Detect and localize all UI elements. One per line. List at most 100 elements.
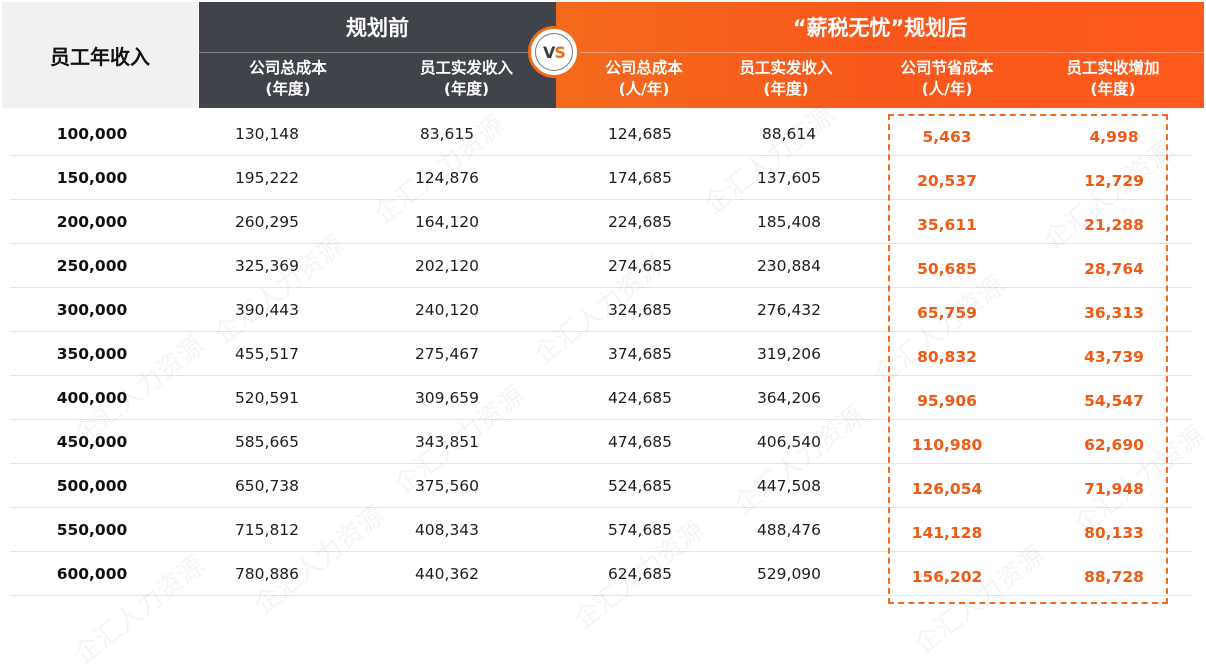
company-savings-cell: 35,611 (917, 216, 977, 234)
after-total-cost-cell: 474,685 (607, 433, 673, 451)
before-total-cost-cell: 195,222 (234, 169, 300, 187)
employee-increase-cell: 62,690 (1084, 436, 1144, 454)
after-total-cost-cell: 174,685 (607, 169, 673, 187)
before-total-cost-cell: 455,517 (234, 345, 300, 363)
after-net-income-cell: 529,090 (756, 565, 822, 583)
header-unit: (年度) (443, 80, 490, 98)
before-total-cost-cell: 130,148 (234, 125, 300, 143)
after-net-income-cell: 447,508 (756, 477, 822, 495)
before-net-income-cell: 440,362 (414, 565, 480, 583)
after-total-cost-cell: 324,685 (607, 301, 673, 319)
company-savings-header: 公司节省成本 (人/年) (879, 55, 1015, 103)
employee-annual-income-cell: 550,000 (56, 521, 128, 539)
employee-annual-income-cell: 250,000 (56, 257, 128, 275)
company-savings-cell: 65,759 (917, 304, 977, 322)
after-net-income-cell: 185,408 (756, 213, 822, 231)
before-net-income-cell: 343,851 (414, 433, 480, 451)
employee-increase-cell: 28,764 (1084, 260, 1144, 278)
employee-increase-cell: 12,729 (1084, 172, 1144, 190)
company-savings-cell: 126,054 (911, 480, 983, 498)
company-savings-cell: 50,685 (917, 260, 977, 278)
header-unit: (年度) (763, 80, 809, 98)
after-net-income-cell: 364,206 (756, 389, 822, 407)
header-line: 员工实发收入 (419, 59, 513, 77)
employee-annual-income-cell: 600,000 (56, 565, 128, 583)
table-row: 550,000 715,812 408,343 574,685 488,476 141,1… (10, 508, 1192, 552)
employee-annual-income-cell: 300,000 (56, 301, 128, 319)
before-net-income-cell: 408,343 (414, 521, 480, 539)
after-total-cost-cell: 124,685 (607, 125, 673, 143)
company-savings-cell: 110,980 (911, 436, 983, 454)
after-planning-title: “薪税无忧”规划后 (792, 16, 968, 40)
vs-letter: S (554, 42, 565, 62)
after-total-cost-cell: 624,685 (607, 565, 673, 583)
employee-annual-income-cell: 400,000 (56, 389, 128, 407)
employee-annual-income-cell: 350,000 (56, 345, 128, 363)
header-line: 公司节省成本 (900, 59, 994, 77)
header-divider (199, 52, 556, 53)
before-net-income-cell: 83,615 (419, 125, 475, 143)
after-net-income-cell: 276,432 (756, 301, 822, 319)
employee-annual-income-cell: 500,000 (56, 477, 128, 495)
after-total-cost-cell: 274,685 (607, 257, 673, 275)
after-net-income-header: 员工实发收入 (年度) (719, 55, 853, 103)
after-net-income-cell: 406,540 (756, 433, 822, 451)
before-planning-title: 规划前 (346, 16, 409, 40)
after-total-cost-cell: 374,685 (607, 345, 673, 363)
before-net-income-cell: 309,659 (414, 389, 480, 407)
before-net-income-header: 员工实发收入 (年度) (377, 55, 556, 103)
employee-increase-cell: 71,948 (1084, 480, 1144, 498)
after-net-income-cell: 488,476 (756, 521, 822, 539)
before-total-cost-header: 公司总成本 (年度) (199, 55, 377, 103)
table-row: 200,000 260,295 164,120 224,685 185,408 35,61… (10, 200, 1192, 244)
header-line: 员工实发收入 (739, 59, 833, 77)
header-line: 公司总成本 (605, 59, 683, 77)
after-net-income-cell: 88,614 (761, 125, 817, 143)
employee-increase-cell: 43,739 (1084, 348, 1144, 366)
table-row: 250,000 325,369 202,120 274,685 230,884 50,68… (10, 244, 1192, 288)
after-total-cost-header: 公司总成本 (人/年) (556, 55, 732, 103)
header-unit: (年度) (1090, 80, 1136, 98)
employee-increase-cell: 4,998 (1089, 128, 1139, 146)
company-savings-cell: 20,537 (917, 172, 977, 190)
table-row: 400,000 520,591 309,659 424,685 364,206 95,90… (10, 376, 1192, 420)
before-planning-header: 规划前 公司总成本 (年度) 员工实发收入 (年度) (199, 2, 556, 108)
before-net-income-cell: 164,120 (414, 213, 480, 231)
employee-annual-income-cell: 200,000 (56, 213, 128, 231)
before-total-cost-cell: 650,738 (234, 477, 300, 495)
before-total-cost-cell: 780,886 (234, 565, 300, 583)
after-total-cost-cell: 224,685 (607, 213, 673, 231)
before-total-cost-cell: 585,665 (234, 433, 300, 451)
income-column-header: 员工年收入 (2, 2, 198, 108)
table-row: 500,000 650,738 375,560 524,685 447,508 126,0… (10, 464, 1192, 508)
employee-increase-header: 员工实收增加 (年度) (1046, 55, 1180, 103)
employee-increase-cell: 88,728 (1084, 568, 1144, 586)
table-row: 300,000 390,443 240,120 324,685 276,432 65,75… (10, 288, 1192, 332)
table-row: 150,000 195,222 124,876 174,685 137,605 20,53… (10, 156, 1192, 200)
vs-letter: V (543, 42, 555, 62)
company-savings-cell: 95,906 (917, 392, 977, 410)
company-savings-cell: 141,128 (911, 524, 983, 542)
after-planning-header: “薪税无忧”规划后 公司总成本 (人/年) 员工实发收入 (年度) 公司节省成本… (556, 2, 1204, 108)
before-total-cost-cell: 715,812 (234, 521, 300, 539)
after-net-income-cell: 137,605 (756, 169, 822, 187)
before-net-income-cell: 124,876 (414, 169, 480, 187)
before-net-income-cell: 375,560 (414, 477, 480, 495)
header-unit: (人/年) (921, 80, 973, 98)
after-total-cost-cell: 524,685 (607, 477, 673, 495)
header-unit: (年度) (265, 80, 311, 98)
company-savings-cell: 5,463 (922, 128, 972, 146)
table-row: 600,000 780,886 440,362 624,685 529,090 156,2… (10, 552, 1192, 596)
company-savings-cell: 156,202 (911, 568, 983, 586)
employee-annual-income-cell: 450,000 (56, 433, 128, 451)
after-net-income-cell: 319,206 (756, 345, 822, 363)
before-net-income-cell: 202,120 (414, 257, 480, 275)
company-savings-cell: 80,832 (917, 348, 977, 366)
employee-increase-cell: 21,288 (1084, 216, 1144, 234)
employee-increase-cell: 36,313 (1084, 304, 1144, 322)
after-total-cost-cell: 574,685 (607, 521, 673, 539)
header-divider (556, 52, 1204, 53)
before-total-cost-cell: 520,591 (234, 389, 300, 407)
